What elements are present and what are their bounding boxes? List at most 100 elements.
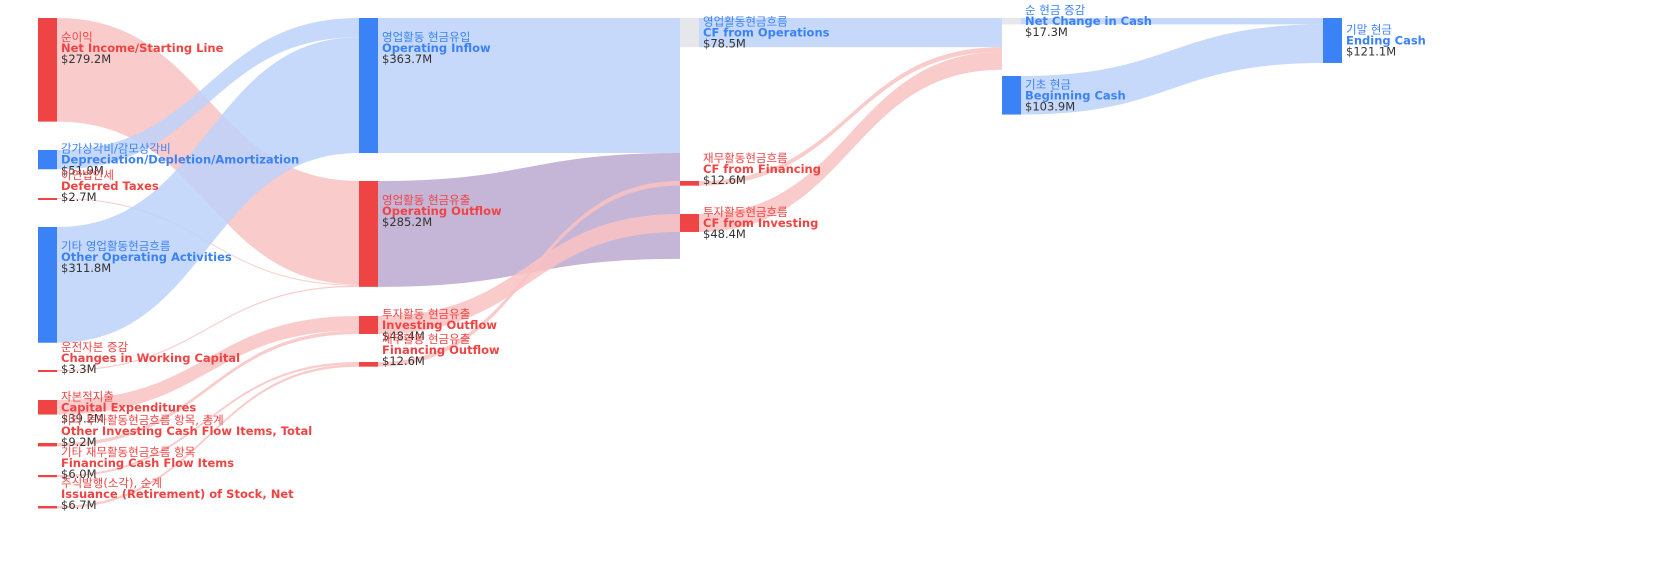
node-english-label: Issuance (Retirement) of Stock, Net <box>61 487 294 501</box>
node-value-label: $39.2M <box>61 411 104 425</box>
node-bar-fin_outflow[interactable] <box>359 362 378 367</box>
flow-link-cf_inv-to-net_change[interactable] <box>699 51 1002 232</box>
node-value-label: $2.7M <box>61 190 97 204</box>
node-bar-cf_ops[interactable] <box>680 18 699 48</box>
node-label-dda: 감가상각비/감모상각비Depreciation/Depletion/Amorti… <box>61 142 299 178</box>
node-value-label: $279.2M <box>61 52 111 66</box>
flow-link-op_outflow-to-cf_ops[interactable] <box>378 153 680 287</box>
node-korean-label: 자본적지출 <box>61 389 114 403</box>
node-english-label: Changes in Working Capital <box>61 351 240 365</box>
flow-link-other_operating-to-op_inflow[interactable] <box>57 37 359 343</box>
node-value-label: $9.2M <box>61 435 97 449</box>
flow-link-dda-to-op_inflow[interactable] <box>57 18 359 170</box>
node-english-label: Ending Cash <box>1346 33 1426 47</box>
node-korean-label: 이연법인세 <box>61 168 114 182</box>
node-korean-label: 영업활동 현금유출 <box>382 193 470 207</box>
node-value-label: $78.5M <box>703 37 746 51</box>
node-bar-op_outflow[interactable] <box>359 181 378 287</box>
node-korean-label: 기말 현금 <box>1346 22 1392 36</box>
flow-link-fin_outflow-to-cf_fin[interactable] <box>378 181 680 367</box>
node-bar-stock_issuance[interactable] <box>38 506 57 509</box>
node-korean-label: 재무활동현금흐름 <box>703 151 788 165</box>
node-korean-label: 기초 현금 <box>1025 77 1071 91</box>
node-value-label: $12.6M <box>382 354 425 368</box>
flow-link-cf_ops-to-net_change[interactable] <box>699 18 1002 48</box>
node-value-label: $311.8M <box>61 261 111 275</box>
node-bar-net_income[interactable] <box>38 18 57 122</box>
flow-link-net_change-to-ending_cash[interactable] <box>1021 18 1323 25</box>
node-bar-working_capital[interactable] <box>38 370 57 372</box>
node-english-label: Financing Outflow <box>382 343 500 357</box>
node-english-label: CF from Financing <box>703 162 821 176</box>
node-korean-label: 영업활동 현금유입 <box>382 30 470 44</box>
node-korean-label: 감가상각비/감모상각비 <box>61 142 171 156</box>
node-value-label: $48.4M <box>703 227 746 241</box>
node-bar-deferred_taxes[interactable] <box>38 198 57 200</box>
node-bar-inv_outflow[interactable] <box>359 316 378 334</box>
links-layer <box>57 18 1323 509</box>
node-korean-label: 영업활동현금흐름 <box>703 15 788 29</box>
node-bar-op_inflow[interactable] <box>359 18 378 153</box>
node-english-label: CF from Operations <box>703 26 830 40</box>
node-bar-ending_cash[interactable] <box>1323 18 1342 63</box>
flow-link-op_inflow-to-cf_ops[interactable] <box>378 18 680 153</box>
node-bar-cf_inv[interactable] <box>680 214 699 232</box>
node-english-label: Other Investing Cash Flow Items, Total <box>61 424 312 438</box>
node-bar-other_operating[interactable] <box>38 227 57 343</box>
node-english-label: Other Operating Activities <box>61 250 232 264</box>
node-english-label: Investing Outflow <box>382 318 497 332</box>
node-value-label: $121.1M <box>1346 44 1396 58</box>
node-bar-net_change[interactable] <box>1002 18 1021 25</box>
flow-link-stock_issuance-to-fin_outflow[interactable] <box>57 364 359 509</box>
node-korean-label: 재무활동 현금유출 <box>382 332 470 346</box>
node-korean-label: 순 현금 증감 <box>1025 3 1086 17</box>
node-korean-label: 기타 투자활동현금흐름 항목, 총계 <box>61 413 224 427</box>
node-bar-capex[interactable] <box>38 400 57 415</box>
node-bar-cf_fin[interactable] <box>680 181 699 186</box>
flow-link-working_capital-to-op_outflow[interactable] <box>57 285 359 372</box>
node-korean-label: 주식발행(소각), 순계 <box>61 476 162 490</box>
node-english-label: Depreciation/Depletion/Amortization <box>61 153 299 167</box>
node-bar-beginning_cash[interactable] <box>1002 76 1021 115</box>
node-english-label: Capital Expenditures <box>61 400 196 414</box>
node-english-label: Net Income/Starting Line <box>61 41 224 55</box>
node-english-label: Financing Cash Flow Items <box>61 456 234 470</box>
flow-link-cf_fin-to-net_change[interactable] <box>699 47 1002 186</box>
node-value-label: $363.7M <box>382 52 432 66</box>
flow-link-capex-to-inv_outflow[interactable] <box>57 316 359 415</box>
flow-link-beginning_cash-to-ending_cash[interactable] <box>1021 24 1323 115</box>
node-bar-dda[interactable] <box>38 150 57 170</box>
node-korean-label: 투자활동 현금유출 <box>382 307 470 321</box>
node-value-label: $12.6M <box>703 173 746 187</box>
node-bar-other_investing[interactable] <box>38 443 57 447</box>
node-korean-label: 투자활동현금흐름 <box>703 205 788 219</box>
flow-link-other_financing-to-fin_outflow[interactable] <box>57 362 359 478</box>
flow-link-other_investing-to-inv_outflow[interactable] <box>57 330 359 447</box>
node-value-label: $6.7M <box>61 498 97 512</box>
node-value-label: $6.0M <box>61 467 97 481</box>
node-korean-label: 순이익 <box>61 30 93 44</box>
node-english-label: Operating Outflow <box>382 204 502 218</box>
nodes-layer <box>38 18 1342 509</box>
node-bar-other_financing[interactable] <box>38 475 57 478</box>
node-value-label: $103.9M <box>1025 99 1075 113</box>
